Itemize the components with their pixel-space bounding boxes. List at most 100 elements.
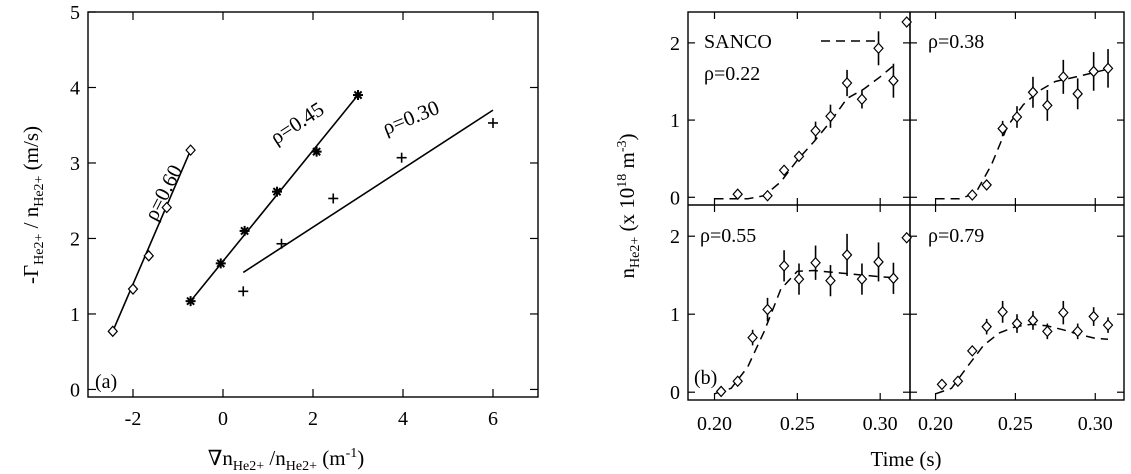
data-point-diamond [732,375,744,388]
data-point-diamond [1011,111,1023,123]
data-point-with-errorbar [810,245,821,280]
data-point-with-errorbar [825,265,836,297]
y-tick-label-b: 1 [670,110,680,132]
data-point-diamond [1072,325,1083,338]
y-tick-label-b: 2 [670,33,680,55]
data-point-plus [328,193,339,204]
data-point-with-errorbar [981,179,992,191]
panel-a-markers [107,90,498,338]
y-tick-label-a: 4 [70,77,80,99]
data-point-diamond [732,188,744,201]
data-point-diamond [1027,314,1039,327]
x-tick-label-a: 2 [308,408,318,430]
asterisk-stroke [353,90,363,100]
sanco-model-curve [935,323,1109,395]
data-point-with-errorbar [762,189,773,202]
data-point-diamond [778,164,790,177]
panel-a-ticks: -2 0 2 4 6 0 1 2 3 4 5 [70,2,538,430]
panel-b-frame [687,11,1125,401]
panel-b: 0 1 2 0 1 2 0.20 0.25 0.30 0.20 0.25 0.30 SANCO ρ=0… [615,11,1125,471]
data-point-with-errorbar [888,63,899,98]
data-point-with-errorbar [825,104,836,128]
data-point-plus [488,117,498,128]
data-point-diamond [185,144,196,157]
data-point-with-errorbar [1058,300,1069,325]
data-point-with-errorbar [1088,52,1099,91]
panel-b-label: (b) [694,367,717,389]
data-point-diamond [1058,306,1069,319]
data-point-with-errorbar [997,300,1008,323]
data-point-asterisk [353,90,363,101]
data-point-diamond [1102,62,1114,75]
data-point-plus [276,238,287,249]
y-tick-label-b: 1 [670,304,680,326]
asterisk-stroke [312,147,321,156]
data-point-plus [238,286,249,297]
data-point-with-errorbar [1072,78,1083,110]
panel-label-rho-0.38: ρ=0.38 [928,31,984,53]
legend-label: SANCO [704,31,772,53]
data-point-with-errorbar [793,263,805,295]
data-point-diamond [762,189,773,202]
data-point-with-errorbar [1058,59,1069,94]
x-tick-label-a: 6 [488,408,498,430]
data-point-diamond [856,93,868,106]
asterisk-stroke [216,259,226,268]
y-tick-label-a: 0 [70,379,80,401]
data-point-with-errorbar [1102,49,1114,88]
asterisk-stroke [186,296,195,306]
data-point-with-errorbar [732,375,744,388]
data-point-with-errorbar [778,250,790,282]
data-point-with-errorbar [1011,106,1023,128]
y-tick-label-a: 5 [70,2,80,24]
panel-label-rho-0.55: ρ=0.55 [700,225,756,247]
fit-line-0 [112,149,192,332]
data-point-with-errorbar [1042,89,1053,121]
y-tick-label-a: 3 [70,153,80,175]
x-axis-label-b: Time (s) [871,447,942,471]
data-point-with-errorbar [1042,323,1053,340]
data-point-with-errorbar [873,242,884,282]
data-point-with-errorbar [793,150,805,163]
data-point-asterisk [239,225,250,236]
series-label-rho-0.45: ρ=0.45 [266,97,329,149]
panel-label-rho-0.79: ρ=0.79 [928,225,984,247]
data-point-diamond [888,272,899,285]
data-point-diamond [841,249,853,261]
data-point-diamond [778,259,790,272]
data-point-diamond [715,385,727,398]
asterisk-stroke [240,226,249,236]
data-point-with-errorbar [981,318,992,335]
x-tick-label-a: 0 [218,408,228,430]
data-point-diamond [901,16,912,28]
data-point-diamond [825,110,836,123]
data-point-with-errorbar [1072,323,1083,340]
data-point-with-errorbar [1102,317,1114,333]
y-tick-label-a: 2 [70,228,80,250]
data-point-diamond [793,150,805,163]
y-tick-label-b: 2 [670,226,680,248]
y-tick-label-b: 0 [670,187,680,209]
sanco-model-curve [935,68,1109,200]
panel-b-model-curves [714,62,1109,395]
data-point-plus [396,152,407,163]
data-point-with-errorbar [715,385,727,398]
data-point-diamond [161,201,173,214]
y-axis-label-a: -ΓHe2+ / nHe2+ (m/s) [19,126,47,284]
data-point-diamond [966,344,978,357]
data-point-diamond [1088,65,1099,78]
data-point-diamond [810,256,821,269]
data-point-with-errorbar [873,31,884,66]
x-axis-label-a: ∇nHe2+ /nHe2+ (m-1) [208,446,364,474]
data-point-diamond [1058,70,1069,83]
data-point-diamond [793,273,805,285]
data-point-with-errorbar [778,164,790,177]
data-point-diamond [888,74,899,87]
x-tick-label-b: 0.30 [1078,413,1113,435]
data-point-diamond [981,179,992,191]
data-point-diamond [997,305,1008,318]
data-point-with-errorbar [997,120,1008,137]
data-point-diamond [747,331,758,344]
data-point-diamond [997,122,1008,135]
